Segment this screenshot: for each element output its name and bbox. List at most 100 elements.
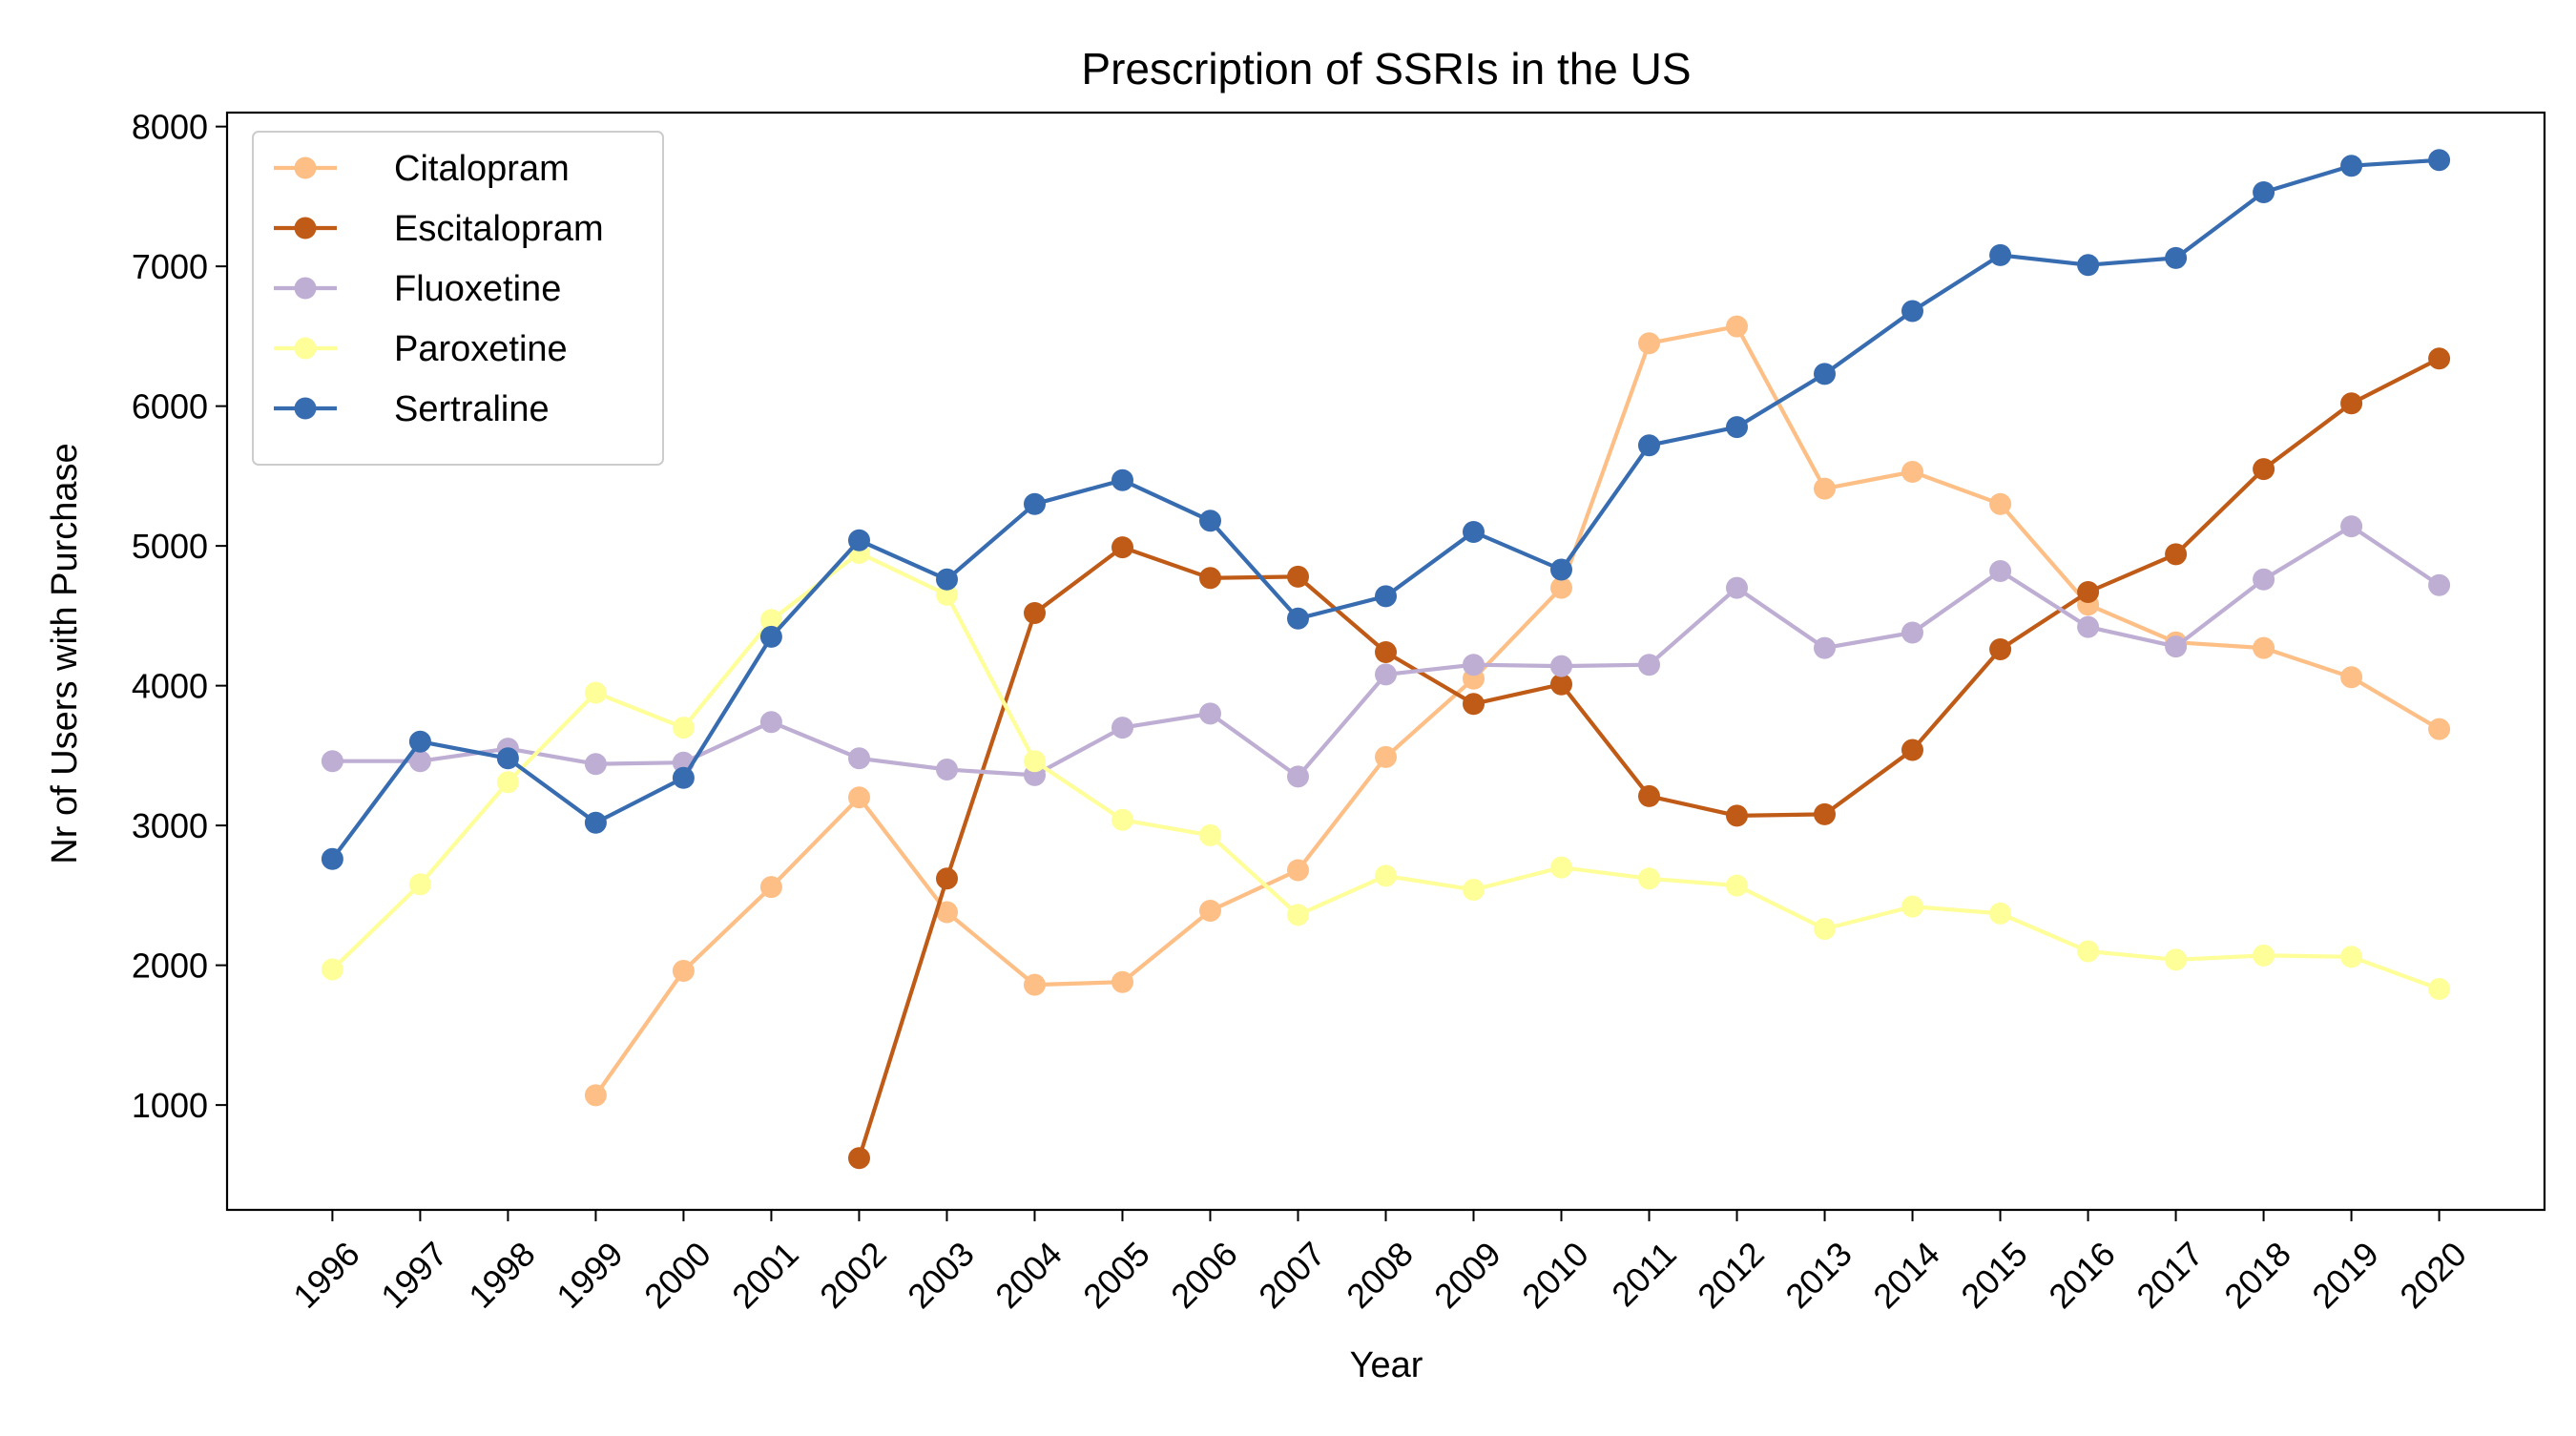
- data-point-sertraline-2017: [2165, 246, 2188, 269]
- data-point-sertraline-2003: [936, 568, 958, 591]
- data-point-citalopram-2000: [672, 960, 695, 982]
- legend-marker-paroxetine: [294, 337, 317, 360]
- data-point-fluoxetine-2005: [1111, 717, 1133, 739]
- data-point-fluoxetine-2013: [1814, 636, 1836, 659]
- data-point-paroxetine-2008: [1375, 864, 1397, 887]
- legend-marker-citalopram: [294, 156, 317, 179]
- x-tick-label: 2017: [2129, 1234, 2211, 1316]
- data-point-paroxetine-1996: [321, 958, 343, 981]
- data-point-escitalopram-2018: [2253, 458, 2275, 481]
- x-tick-label: 2000: [636, 1234, 718, 1316]
- data-point-sertraline-2009: [1463, 521, 1485, 543]
- data-point-fluoxetine-2001: [759, 711, 782, 734]
- data-point-sertraline-2010: [1550, 558, 1572, 581]
- data-point-citalopram-2013: [1814, 477, 1836, 500]
- data-point-citalopram-2014: [1901, 461, 1923, 483]
- data-point-fluoxetine-2014: [1901, 621, 1923, 644]
- data-point-fluoxetine-2003: [936, 759, 958, 780]
- data-point-fluoxetine-2007: [1287, 765, 1309, 788]
- data-point-sertraline-1996: [321, 847, 343, 870]
- data-point-paroxetine-1997: [408, 873, 431, 896]
- x-tick-label: 2016: [2041, 1234, 2123, 1316]
- data-point-paroxetine-2000: [672, 717, 695, 739]
- data-point-sertraline-2015: [1989, 243, 2012, 266]
- data-point-fluoxetine-2011: [1638, 654, 1660, 676]
- data-point-sertraline-2001: [759, 625, 782, 648]
- data-point-fluoxetine-2017: [2165, 635, 2188, 658]
- x-tick-label: 2018: [2216, 1234, 2298, 1316]
- x-tick-label: 2015: [1953, 1234, 2035, 1316]
- data-point-fluoxetine-2012: [1726, 576, 1748, 599]
- y-tick-label: 6000: [132, 387, 208, 427]
- y-axis-label: Nr of Users with Purchase: [45, 443, 85, 864]
- data-point-paroxetine-2018: [2253, 944, 2275, 967]
- chart-title: Prescription of SSRIs in the US: [1081, 44, 1691, 94]
- data-point-escitalopram-2013: [1814, 802, 1836, 825]
- data-point-paroxetine-2015: [1989, 902, 2012, 925]
- data-point-escitalopram-2003: [936, 867, 958, 890]
- data-point-sertraline-2013: [1814, 363, 1836, 385]
- data-point-citalopram-2004: [1024, 973, 1046, 996]
- data-point-escitalopram-2017: [2165, 543, 2188, 566]
- x-tick-label: 2007: [1251, 1234, 1333, 1316]
- data-point-escitalopram-2010: [1550, 673, 1572, 696]
- data-point-citalopram-2008: [1375, 745, 1397, 768]
- data-point-sertraline-2005: [1111, 468, 1133, 491]
- x-axis-label: Year: [1350, 1345, 1423, 1385]
- data-point-escitalopram-2004: [1024, 602, 1046, 624]
- data-point-paroxetine-2007: [1287, 904, 1309, 926]
- data-point-fluoxetine-1997: [408, 750, 431, 773]
- data-point-sertraline-2006: [1199, 510, 1221, 532]
- data-point-sertraline-2002: [848, 529, 870, 552]
- data-point-paroxetine-2010: [1550, 856, 1572, 879]
- data-point-citalopram-2011: [1638, 332, 1660, 355]
- data-point-sertraline-1998: [496, 747, 519, 770]
- x-tick-label: 2006: [1163, 1234, 1245, 1316]
- data-point-citalopram-2002: [848, 786, 870, 809]
- y-tick-label: 7000: [132, 247, 208, 286]
- y-tick-label: 2000: [132, 947, 208, 986]
- legend-label-paroxetine: Paroxetine: [394, 329, 568, 369]
- data-point-fluoxetine-2018: [2253, 568, 2275, 591]
- data-point-citalopram-2005: [1111, 970, 1133, 993]
- data-point-citalopram-1999: [584, 1084, 607, 1107]
- data-point-fluoxetine-2019: [2340, 515, 2363, 538]
- data-point-citalopram-2006: [1199, 900, 1221, 922]
- series-escitalopram: [848, 347, 2451, 1170]
- x-tick-label: 2012: [1690, 1234, 1772, 1316]
- series-line-citalopram: [593, 324, 2441, 1098]
- legend-label-fluoxetine: Fluoxetine: [394, 269, 561, 309]
- legend: Citalopram Escitalopram Fluoxetine Paroxeti…: [252, 131, 664, 466]
- legend-marker-fluoxetine: [294, 277, 317, 300]
- data-point-paroxetine-2003: [936, 583, 958, 606]
- data-point-citalopram-2007: [1287, 859, 1309, 882]
- legend-label-sertraline: Sertraline: [394, 389, 550, 429]
- y-tick-label: 8000: [132, 108, 208, 147]
- y-tick-label: 1000: [132, 1086, 208, 1125]
- data-point-sertraline-2020: [2428, 149, 2451, 172]
- data-point-sertraline-2018: [2253, 181, 2275, 203]
- data-point-sertraline-2019: [2340, 155, 2363, 177]
- data-point-escitalopram-2020: [2428, 347, 2451, 370]
- series-line-escitalopram: [857, 356, 2441, 1160]
- data-point-paroxetine-2011: [1638, 867, 1660, 890]
- data-point-paroxetine-2009: [1463, 879, 1485, 901]
- y-tick-label: 3000: [132, 806, 208, 845]
- data-point-paroxetine-1999: [584, 681, 607, 704]
- data-point-sertraline-1997: [408, 730, 431, 753]
- y-tick-label: 4000: [132, 667, 208, 706]
- data-point-paroxetine-2014: [1901, 895, 1923, 918]
- data-point-sertraline-2016: [2077, 254, 2100, 277]
- data-point-escitalopram-2012: [1726, 804, 1748, 827]
- data-point-citalopram-2015: [1989, 492, 2012, 515]
- data-point-citalopram-2012: [1726, 315, 1748, 338]
- data-point-escitalopram-2016: [2077, 581, 2100, 603]
- data-point-escitalopram-2014: [1901, 739, 1923, 761]
- legend-marker-escitalopram: [294, 217, 317, 239]
- x-tick-label: 2003: [900, 1234, 982, 1316]
- data-point-fluoxetine-2015: [1989, 560, 2012, 582]
- data-point-fluoxetine-2010: [1550, 655, 1572, 677]
- data-point-paroxetine-2006: [1199, 823, 1221, 846]
- series-fluoxetine: [321, 515, 2451, 788]
